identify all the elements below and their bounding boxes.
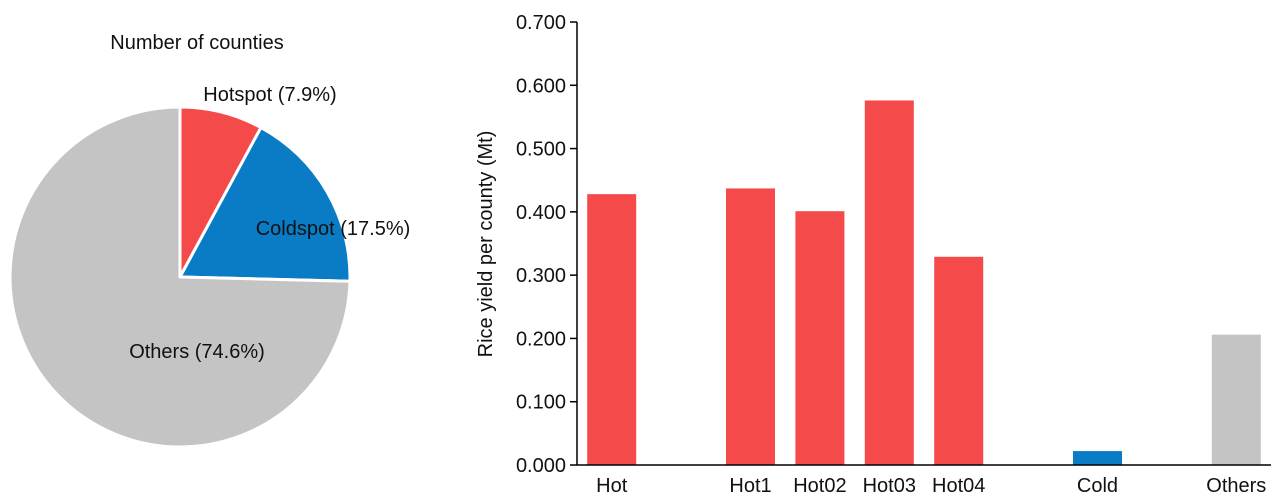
pie-slice-others [8,105,352,449]
y-tick-label: 0.700 [516,12,566,34]
bar-others [1211,334,1261,465]
y-tick-label: 0.300 [516,265,566,287]
y-tick-label: 0.400 [516,202,566,224]
y-tick-label: 0.600 [516,75,566,97]
y-axis-label: Rice yield per county (Mt) [475,131,497,358]
y-ticks: 0.000 0.100 0.200 0.300 0.400 0.500 0.600 0.700 [516,12,577,477]
bar-hot1 [726,188,775,465]
bar-hot [587,194,637,465]
pie-label-others: Others (74.6%) [129,341,265,363]
pie-title: Number of counties [110,32,283,54]
bar-chart-svg: Rice yield per county (Mt) 0.000 0.100 0.2… [475,12,1271,497]
pie-label-coldspot: Coldspot (17.5%) [256,218,411,240]
y-tick-label: 0.200 [516,328,566,350]
bar-chart: Rice yield per county (Mt) 0.000 0.100 0.2… [460,0,1282,497]
bars [587,100,1261,465]
x-tick-label: Hot02 [793,475,846,495]
bar-hot04 [934,256,984,465]
x-tick-label: Hot1 [729,475,771,495]
x-tick-label: Hot [596,475,628,495]
x-tick-label: Others [1206,475,1266,495]
pie-chart: Number of counties Hotspot (7.9%) Coldsp… [0,0,460,495]
pie-slices [8,105,352,449]
pie-label-hotspot: Hotspot (7.9%) [203,84,336,106]
x-labels: Hot Hot1 Hot02 Hot03 Hot04 Cold Others [596,475,1266,497]
y-tick-label: 0.000 [516,455,566,477]
y-tick-label: 0.500 [516,139,566,161]
y-tick-label: 0.100 [516,392,566,414]
pie-slice-coldspot [178,126,352,283]
x-tick-label: Hot04 [932,475,985,495]
bar-hot02 [795,211,845,465]
x-tick-label: Hot03 [863,475,916,495]
bar-cold [1073,451,1122,465]
pie-chart-svg: Number of counties Hotspot (7.9%) Coldsp… [8,32,411,449]
bar-hot03 [864,100,914,465]
x-tick-label: Cold [1077,475,1118,495]
